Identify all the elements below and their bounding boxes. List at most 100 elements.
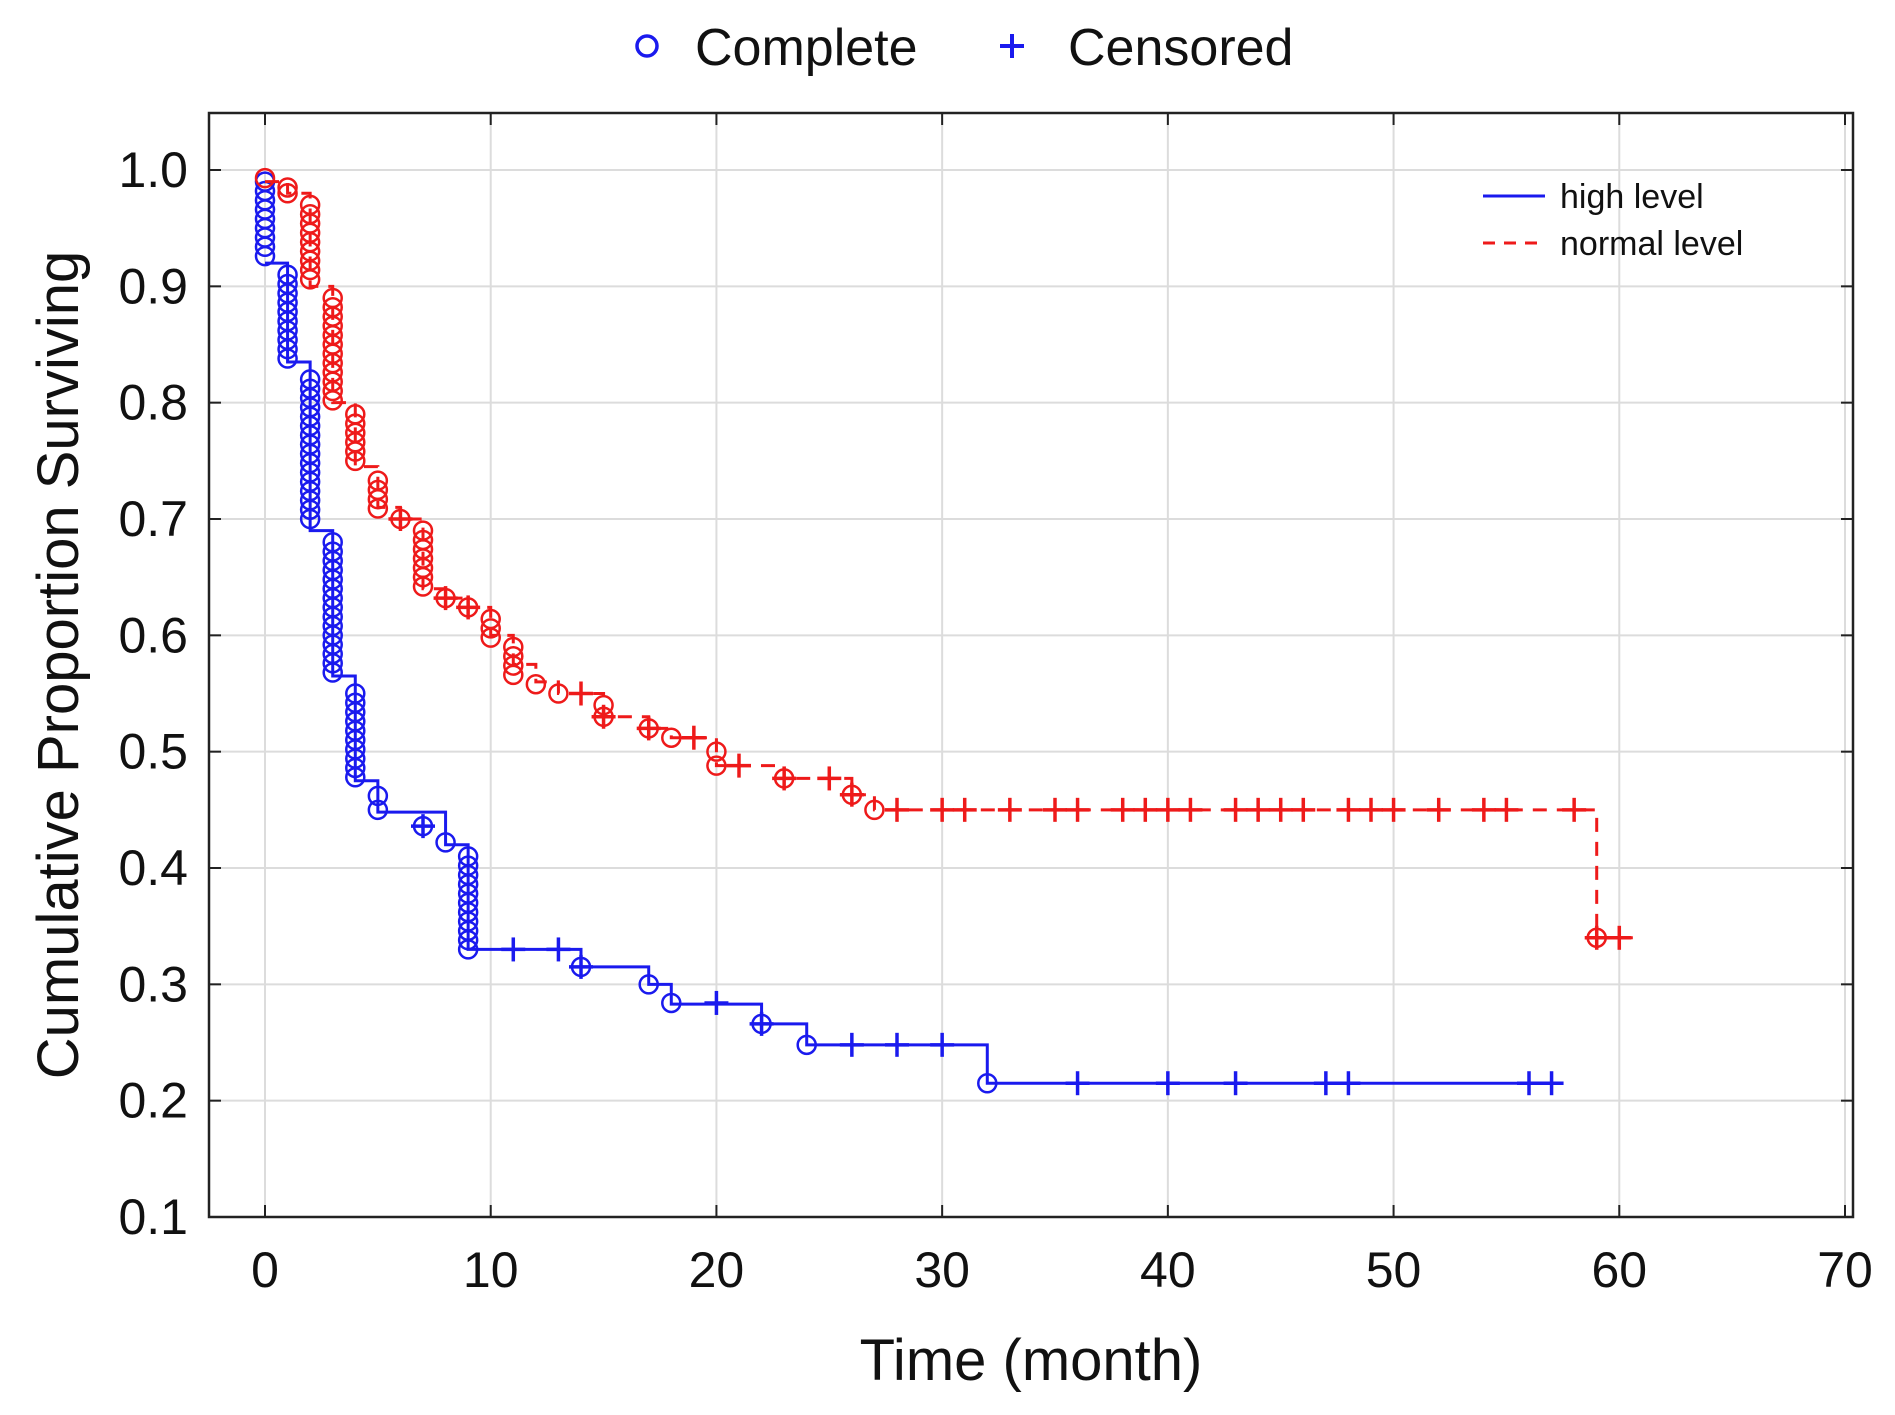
x-tick-label: 10 bbox=[463, 1242, 519, 1298]
censored-marker bbox=[1246, 797, 1271, 822]
censored-marker bbox=[1065, 797, 1090, 822]
complete-marker bbox=[796, 1034, 817, 1056]
complete-marker bbox=[457, 939, 479, 960]
series-normal bbox=[254, 167, 1633, 950]
censored-marker bbox=[749, 1011, 774, 1036]
censored-marker bbox=[1517, 1071, 1541, 1096]
complete-marker bbox=[277, 338, 298, 360]
censored-marker bbox=[569, 954, 593, 979]
complete-marker bbox=[367, 785, 389, 807]
complete-marker bbox=[277, 348, 298, 369]
censored-marker bbox=[1607, 925, 1632, 950]
censored-marker bbox=[885, 797, 909, 822]
complete-marker bbox=[661, 992, 682, 1014]
complete-marker bbox=[322, 390, 343, 411]
censored-marker bbox=[1268, 797, 1293, 822]
complete-marker bbox=[706, 755, 727, 776]
complete-marker bbox=[661, 727, 682, 748]
y-tick-label: 0.2 bbox=[118, 1073, 188, 1129]
x-tick-label: 20 bbox=[689, 1242, 745, 1298]
series-high bbox=[254, 171, 1564, 1096]
complete-marker bbox=[367, 799, 389, 821]
censored-marker bbox=[772, 766, 797, 791]
censored-marker bbox=[1223, 797, 1248, 822]
censored-marker bbox=[1426, 797, 1451, 822]
complete-marker bbox=[254, 245, 276, 267]
censored-marker bbox=[1359, 797, 1383, 822]
marker-legend: Complete Censored bbox=[635, 19, 1293, 77]
censored-marker bbox=[817, 766, 842, 791]
plot-frame bbox=[207, 111, 1855, 1219]
complete-marker bbox=[367, 498, 389, 519]
censored-legend-label: Censored bbox=[1068, 19, 1293, 77]
complete-marker bbox=[525, 673, 547, 695]
complete-marker bbox=[412, 576, 434, 597]
censored-marker bbox=[569, 681, 593, 706]
censored-marker bbox=[1133, 797, 1158, 822]
complete-marker bbox=[503, 655, 524, 676]
x-axis-title: Time (month) bbox=[860, 1328, 1203, 1393]
complete-marker bbox=[706, 741, 727, 762]
censored-marker bbox=[1584, 925, 1609, 950]
censored-marker bbox=[952, 797, 977, 822]
censored-marker bbox=[930, 1032, 955, 1057]
x-tick-label: 30 bbox=[914, 1242, 970, 1298]
y-axis-title: Cumulative Proportion Surviving bbox=[26, 251, 91, 1079]
censored-marker bbox=[1223, 1071, 1248, 1096]
complete-marker-icon bbox=[635, 34, 659, 58]
complete-marker bbox=[254, 167, 276, 189]
series-line-high bbox=[265, 261, 1559, 1085]
censored-marker bbox=[1494, 797, 1519, 822]
censored-marker bbox=[1291, 797, 1316, 822]
complete-marker bbox=[254, 236, 276, 258]
y-tick-label: 0.7 bbox=[118, 491, 188, 547]
censored-marker bbox=[1381, 797, 1406, 822]
complete-marker bbox=[977, 1072, 998, 1094]
censored-marker bbox=[411, 814, 435, 839]
censored-marker bbox=[839, 782, 864, 807]
complete-marker bbox=[345, 441, 366, 462]
x-tick-label: 70 bbox=[1817, 1242, 1873, 1298]
x-tick-label: 0 bbox=[251, 1242, 279, 1298]
censored-marker bbox=[839, 1032, 864, 1057]
y-tick-label: 0.4 bbox=[118, 840, 188, 896]
complete-marker bbox=[435, 832, 456, 853]
complete-marker bbox=[548, 683, 569, 704]
complete-marker bbox=[299, 499, 321, 520]
censored-marker bbox=[591, 704, 616, 729]
censored-marker bbox=[1155, 797, 1180, 822]
censored-marker bbox=[1336, 1071, 1361, 1096]
complete-marker bbox=[480, 618, 501, 639]
complete-legend-label: Complete bbox=[695, 19, 918, 77]
censored-marker bbox=[1178, 797, 1203, 822]
censored-marker bbox=[681, 725, 706, 750]
censored-marker bbox=[1110, 797, 1135, 822]
y-tick-label: 1.0 bbox=[118, 142, 188, 198]
censored-marker bbox=[501, 937, 526, 962]
complete-marker bbox=[480, 627, 501, 648]
x-tick-label: 40 bbox=[1140, 1242, 1196, 1298]
complete-marker bbox=[322, 662, 343, 683]
censored-marker bbox=[997, 797, 1022, 822]
y-tick-label: 0.5 bbox=[118, 724, 188, 780]
censored-marker bbox=[546, 937, 571, 962]
series-legend-label-high: high level bbox=[1560, 178, 1704, 216]
complete-marker bbox=[299, 269, 321, 290]
complete-marker bbox=[503, 664, 524, 686]
censored-marker bbox=[1065, 1071, 1090, 1096]
complete-marker bbox=[367, 488, 389, 510]
x-tick-labels: 0 10 20 30 40 50 60 70 bbox=[251, 1242, 1873, 1298]
complete-marker bbox=[457, 929, 479, 951]
censored-marker bbox=[1471, 797, 1496, 822]
complete-marker bbox=[412, 566, 434, 588]
censored-marker bbox=[388, 507, 413, 531]
censored-marker bbox=[636, 716, 661, 741]
censored-marker bbox=[1539, 1071, 1564, 1096]
complete-marker bbox=[345, 767, 366, 788]
censored-marker bbox=[1155, 1071, 1180, 1096]
complete-marker bbox=[638, 974, 659, 995]
censored-marker bbox=[433, 586, 458, 611]
series-layer bbox=[254, 167, 1633, 1096]
y-tick-labels: 0.1 0.2 0.3 0.4 0.5 0.6 0.7 0.8 0.9 1.0 bbox=[118, 142, 188, 1245]
